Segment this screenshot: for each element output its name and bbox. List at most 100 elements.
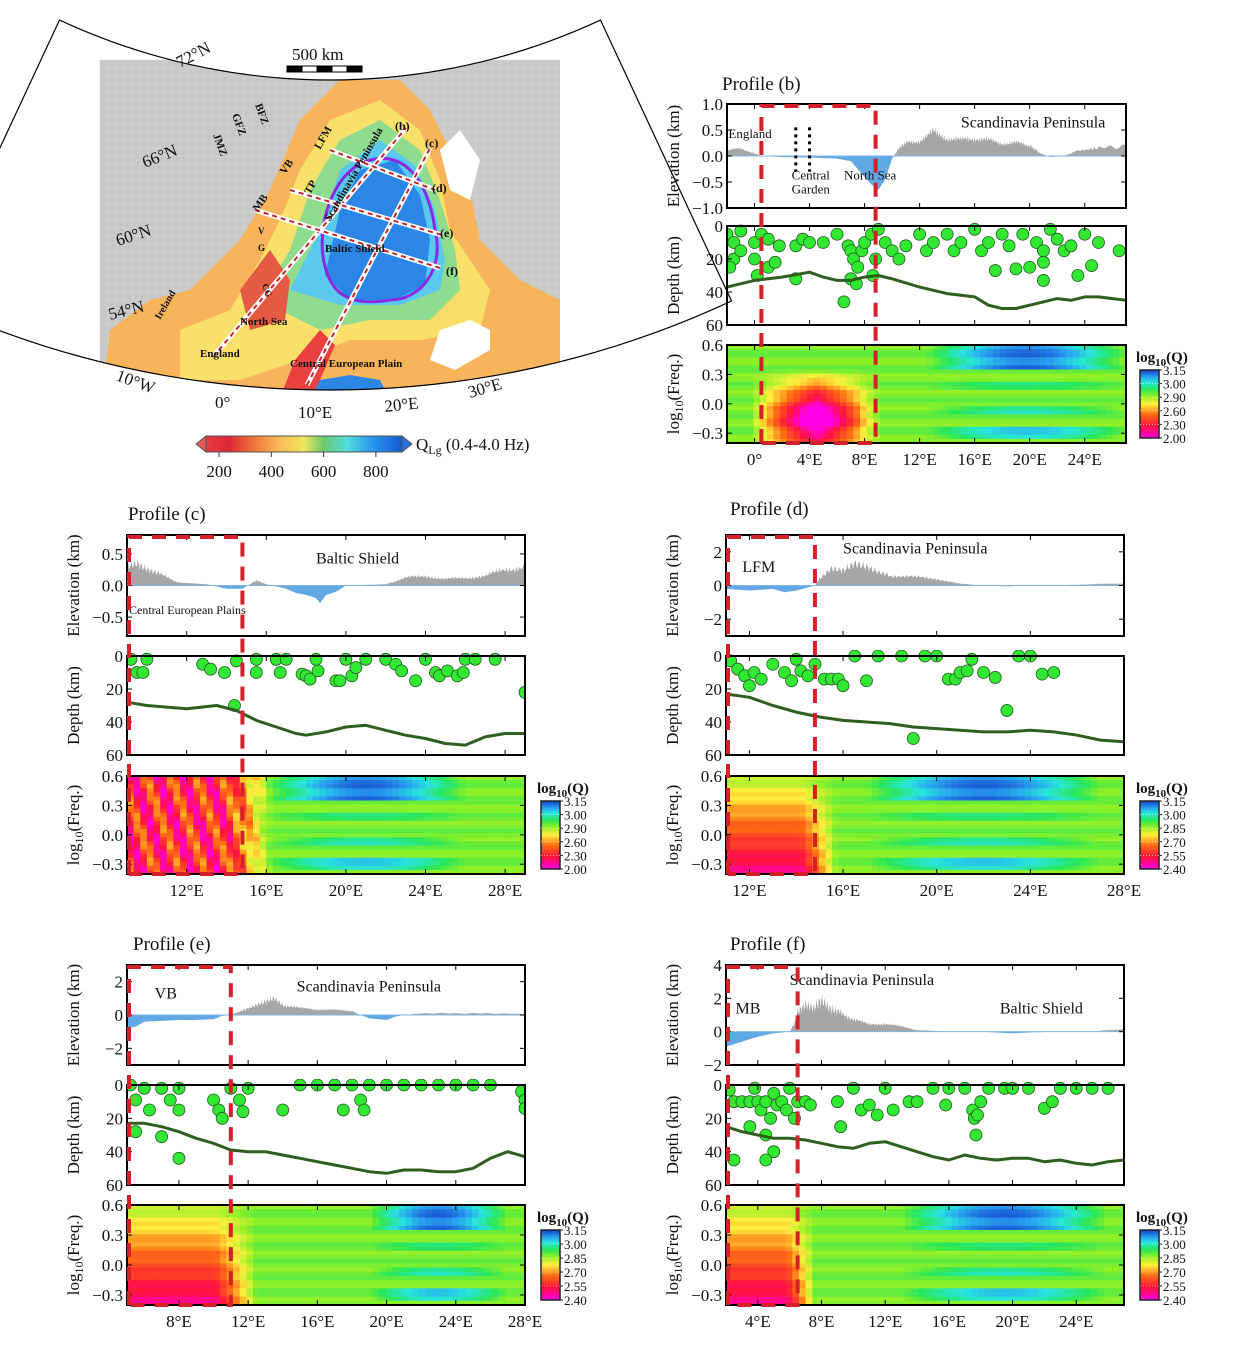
q-heatmap-cell bbox=[886, 418, 894, 424]
q-heatmap-cell bbox=[239, 845, 247, 851]
profile-line bbox=[212, 127, 407, 358]
q-heatmap-cell bbox=[345, 788, 354, 793]
q-heatmap-cell bbox=[418, 792, 427, 797]
q-heatmap-cell bbox=[306, 812, 314, 818]
q-heatmap-cell bbox=[272, 804, 281, 810]
q-heatmap-cell bbox=[465, 804, 473, 810]
q-heatmap-cell bbox=[799, 849, 807, 855]
q-heatmap-cell bbox=[1099, 418, 1107, 424]
q-heatmap-cell bbox=[733, 389, 741, 395]
q-heatmap-cell bbox=[200, 825, 208, 830]
q-heatmap-cell bbox=[259, 837, 267, 842]
q-heatmap-cell bbox=[752, 784, 760, 789]
q-heatmap-cell bbox=[860, 434, 868, 440]
q-heatmap-cell bbox=[866, 402, 874, 407]
q-heatmap-cell bbox=[1092, 434, 1101, 440]
q-heatmap-cell bbox=[186, 800, 194, 806]
q-heatmap-cell bbox=[793, 357, 801, 362]
q-heatmap-cell bbox=[233, 825, 241, 830]
q-heatmap-cell bbox=[838, 869, 846, 875]
q-heatmap-cell bbox=[1004, 788, 1012, 793]
q-heatmap-cell bbox=[973, 398, 981, 403]
q-heatmap-cell bbox=[1077, 833, 1085, 838]
q-heatmap-cell bbox=[773, 373, 781, 379]
earthquake-point bbox=[892, 252, 906, 266]
q-heatmap-cell bbox=[206, 853, 214, 859]
q-heatmap-cell bbox=[964, 800, 972, 806]
earthquake-point bbox=[1085, 259, 1099, 273]
q-heatmap-cell bbox=[458, 849, 466, 855]
q-heatmap-cell bbox=[219, 804, 228, 810]
q-heatmap-cell bbox=[206, 780, 214, 785]
q-heatmap-cell bbox=[899, 385, 908, 391]
q-heatmap-cell bbox=[993, 394, 1001, 399]
q-heatmap-cell bbox=[418, 784, 427, 789]
q-heatmap-cell bbox=[1019, 394, 1027, 399]
q-heatmap-cell bbox=[1079, 406, 1087, 411]
q-heatmap-cell bbox=[765, 849, 773, 855]
q-heatmap-cell bbox=[266, 845, 274, 851]
q-heatmap-cell bbox=[818, 837, 827, 842]
q-heatmap-cell bbox=[193, 808, 201, 814]
q-heatmap-cell bbox=[133, 865, 141, 871]
q-heatmap-cell bbox=[964, 845, 972, 851]
q-heatmap-cell bbox=[339, 788, 347, 793]
q-heatmap-cell bbox=[891, 820, 899, 826]
q-heatmap-cell bbox=[1004, 780, 1012, 785]
q-heatmap-cell bbox=[485, 845, 493, 851]
profile-line-halo bbox=[304, 146, 433, 387]
q-heatmap-cell bbox=[200, 833, 208, 838]
q-heatmap-cell bbox=[438, 837, 446, 842]
earthquake-point bbox=[766, 657, 780, 671]
q-heatmap-cell bbox=[418, 857, 427, 863]
q-heatmap-cell bbox=[925, 857, 933, 863]
q-heatmap-cell bbox=[880, 406, 888, 411]
q-heatmap-cell bbox=[379, 849, 387, 855]
q-heatmap-cell bbox=[993, 398, 1001, 403]
q-heatmap-cell bbox=[379, 853, 387, 859]
q-heatmap-cell bbox=[785, 808, 793, 814]
earthquake-point bbox=[1002, 239, 1016, 253]
q-heatmap-cell bbox=[964, 792, 972, 797]
q-heatmap-cell bbox=[425, 784, 433, 789]
q-heatmap-cell bbox=[1084, 837, 1092, 842]
q-heatmap-cell bbox=[219, 792, 228, 797]
q-heatmap-cell bbox=[971, 865, 979, 871]
q-heatmap-cell bbox=[173, 776, 181, 781]
q-heatmap-cell bbox=[905, 804, 913, 810]
q-heatmap-cell bbox=[385, 792, 393, 797]
q-heatmap-cell bbox=[911, 816, 919, 822]
q-heatmap-cell bbox=[825, 833, 833, 838]
q-heatmap-cell bbox=[233, 784, 241, 789]
q-heatmap-cell bbox=[1079, 402, 1087, 407]
q-heatmap-cell bbox=[852, 849, 860, 855]
q-heatmap-cell bbox=[1084, 841, 1092, 846]
q-heatmap-cell bbox=[1099, 394, 1107, 399]
q-heatmap-cell bbox=[966, 434, 974, 440]
q-heatmap-cell bbox=[953, 410, 961, 415]
q-heatmap-cell bbox=[491, 825, 499, 830]
q-heatmap-cell bbox=[166, 788, 174, 793]
q-heatmap-cell bbox=[959, 345, 968, 350]
q-heatmap-cell bbox=[1051, 853, 1059, 859]
q-heatmap-cell bbox=[991, 849, 999, 855]
q-heatmap-cell bbox=[760, 406, 768, 411]
x-tick-label: 4°E bbox=[797, 450, 823, 469]
q-heatmap-cell bbox=[465, 845, 473, 851]
q-heatmap-cell bbox=[753, 345, 761, 350]
q-heatmap-cell bbox=[800, 373, 808, 379]
q-heatmap-cell bbox=[213, 833, 221, 838]
q-heatmap-cell bbox=[266, 841, 274, 846]
q-heatmap-cell bbox=[332, 841, 340, 846]
q-heatmap-cell bbox=[445, 776, 453, 781]
q-heatmap-cell bbox=[1057, 808, 1065, 814]
q-heatmap-cell bbox=[491, 869, 499, 875]
q-heatmap-cell bbox=[966, 394, 974, 399]
q-heatmap-cell bbox=[885, 853, 893, 859]
q-heatmap-cell bbox=[1019, 410, 1027, 415]
q-heatmap-cell bbox=[938, 780, 946, 785]
q-heatmap-cell bbox=[906, 430, 914, 436]
q-heatmap-cell bbox=[918, 776, 926, 781]
q-heatmap-cell bbox=[793, 426, 801, 432]
